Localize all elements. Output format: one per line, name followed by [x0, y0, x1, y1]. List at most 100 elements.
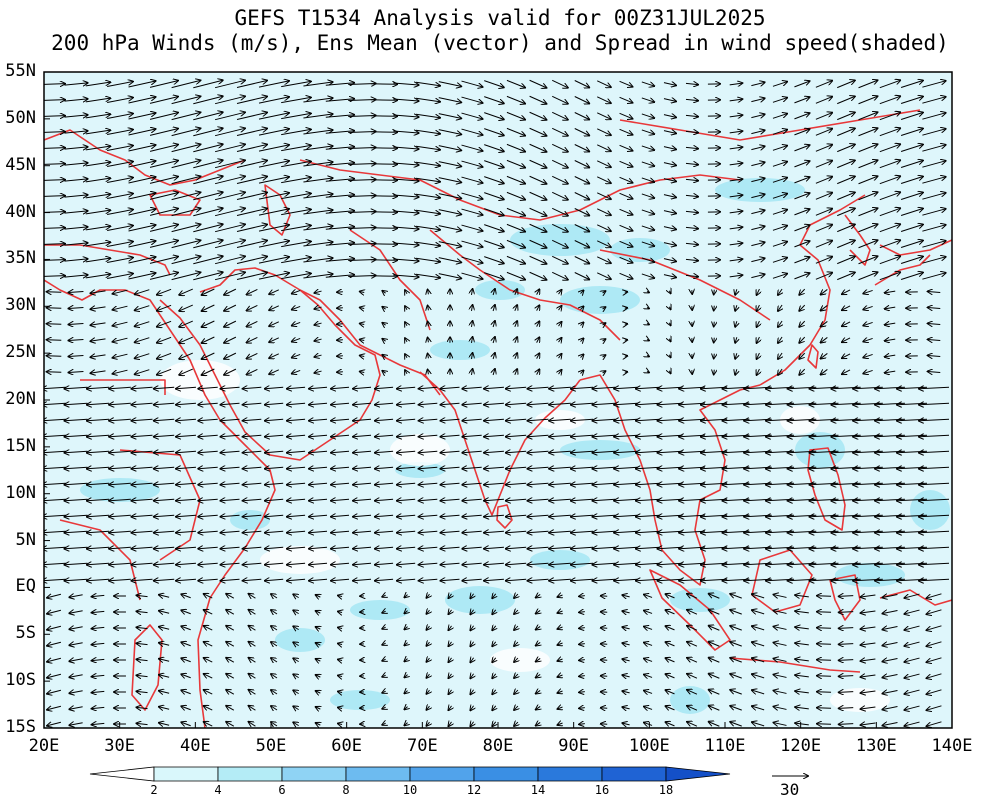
- wind-arrow: [506, 271, 525, 279]
- lat-label: EQ: [15, 576, 36, 597]
- wind-arrow: [405, 338, 407, 342]
- wind-arrow: [370, 164, 397, 165]
- wind-arrow: [397, 403, 416, 405]
- wind-arrow: [113, 321, 128, 326]
- wind-arrow: [65, 403, 88, 405]
- wind-arrow: [135, 289, 150, 295]
- wind-arrow: [107, 98, 133, 103]
- wind-arrow: [44, 244, 65, 245]
- wind-arrow: [922, 81, 945, 88]
- wind-arrow: [863, 322, 873, 325]
- wind-arrow: [922, 193, 945, 200]
- lon-label: 90E: [558, 736, 590, 756]
- wind-arrow: [193, 144, 222, 153]
- wind-arrow: [149, 129, 178, 136]
- wind-arrow: [128, 273, 156, 280]
- wind-arrow: [794, 273, 809, 280]
- wind-arrow: [214, 128, 245, 137]
- wind-arrow: [641, 145, 654, 150]
- spread-blob: [530, 550, 590, 570]
- wind-arrow: [314, 307, 322, 309]
- wind-arrow: [922, 273, 945, 280]
- wind-arrow: [461, 176, 483, 183]
- wind-arrow: [574, 144, 589, 151]
- wind-arrow: [515, 353, 517, 360]
- wind-arrow: [214, 96, 245, 105]
- wind-arrow: [461, 272, 483, 279]
- colorbar-level: 4: [214, 783, 222, 797]
- lon-label: 80E: [482, 736, 514, 756]
- wind-arrow: [269, 370, 279, 374]
- wind-arrow: [641, 177, 654, 182]
- wind-arrow: [794, 161, 809, 168]
- plot-background: [44, 72, 952, 728]
- wind-arrow: [314, 371, 322, 373]
- wind-arrow: [107, 242, 133, 247]
- wind-arrow: [879, 160, 900, 169]
- wind-arrow: [772, 274, 787, 279]
- wind-arrow: [597, 112, 611, 119]
- wind-arrow: [44, 164, 65, 165]
- wind-arrow: [837, 96, 855, 105]
- spread-blob: [560, 286, 640, 314]
- wind-arrow: [837, 160, 855, 169]
- wind-arrow: [685, 131, 698, 132]
- lat-label: 50N: [5, 107, 36, 128]
- wind-arrow: [799, 368, 806, 375]
- wind-arrow: [236, 145, 267, 152]
- wind-arrow: [529, 111, 547, 119]
- wind-arrow: [484, 403, 504, 405]
- wind-arrow: [559, 338, 562, 342]
- wind-arrow: [85, 146, 110, 151]
- wind-arrow: [416, 113, 440, 117]
- wind-arrow: [193, 96, 222, 105]
- wind-arrow: [247, 336, 258, 342]
- wind-arrow: [772, 82, 787, 87]
- lon-label: 140E: [931, 736, 973, 756]
- wind-arrow: [815, 177, 832, 184]
- wind-arrow: [879, 224, 900, 233]
- wind-arrow: [751, 82, 764, 85]
- wind-arrow: [314, 339, 322, 341]
- wind-arrow: [303, 274, 332, 279]
- wind-arrow: [393, 211, 418, 213]
- colorbar-segment: [281, 766, 347, 782]
- wind-arrow: [529, 191, 547, 199]
- wind-vectors: [44, 80, 950, 726]
- wind-arrow: [900, 224, 923, 233]
- wind-arrow: [370, 276, 397, 277]
- wind-arrow: [360, 355, 364, 356]
- wind-arrow: [815, 161, 832, 168]
- wind-arrow: [837, 272, 855, 281]
- wind-arrow: [214, 160, 245, 169]
- wind-arrow: [171, 192, 201, 201]
- wind-arrow: [794, 113, 809, 120]
- wind-arrow: [551, 271, 568, 279]
- wind-arrow: [149, 225, 178, 232]
- wind-arrow: [529, 239, 547, 247]
- lat-label: 15N: [5, 435, 36, 456]
- wind-arrow: [551, 239, 568, 247]
- wind-arrow: [603, 339, 606, 341]
- spread-blob: [475, 280, 525, 300]
- wind-arrow: [714, 370, 715, 375]
- wind-arrow: [247, 368, 258, 374]
- wind-arrow: [922, 97, 945, 104]
- wind-arrow: [292, 354, 301, 357]
- wind-arrow: [685, 179, 698, 180]
- spread-blob: [835, 563, 905, 587]
- wind-arrow: [382, 355, 385, 357]
- wind-arrow: [325, 227, 354, 230]
- wind-arrow: [85, 210, 110, 215]
- wind-arrow: [922, 257, 945, 264]
- wind-arrow: [128, 225, 156, 232]
- wind-arrow: [603, 291, 606, 293]
- wind-arrow: [85, 194, 110, 199]
- wind-arrow: [303, 162, 332, 167]
- wind-arrow: [794, 209, 809, 216]
- wind-arrow: [647, 371, 649, 372]
- wind-arrow: [515, 321, 517, 328]
- wind-arrow: [382, 291, 385, 293]
- wind-arrow: [64, 275, 87, 277]
- wind-arrow: [484, 96, 504, 104]
